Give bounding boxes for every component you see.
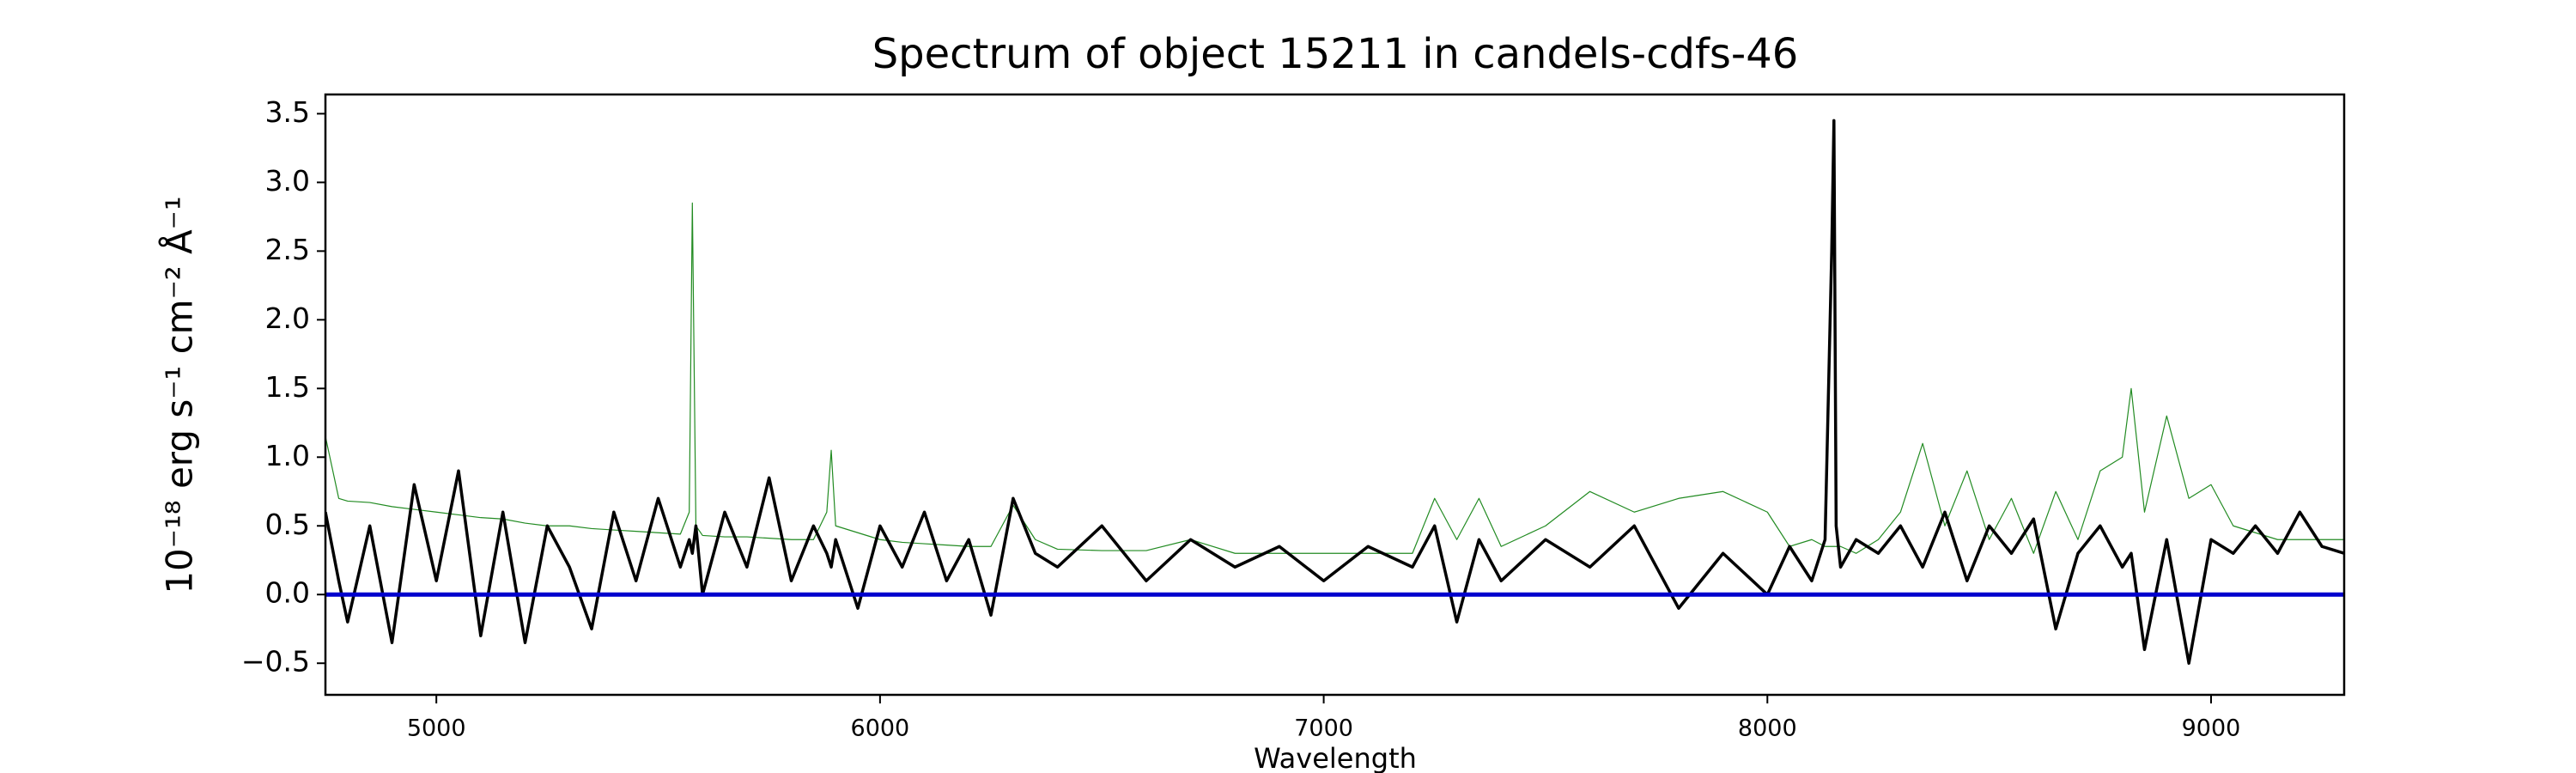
x-tick-label: 7000 [1294, 715, 1353, 742]
y-tick-label: 0.0 [265, 576, 310, 610]
y-tick-label: −0.5 [241, 645, 310, 679]
y-tick-label: 3.5 [265, 95, 310, 129]
spectrum-line [325, 119, 2344, 665]
chart-title: Spectrum of object 15211 in candels-cdfs… [872, 30, 1799, 78]
x-tick-label: 9000 [2182, 715, 2241, 742]
y-axis-label: 10⁻¹⁸ erg s⁻¹ cm⁻² Å⁻¹ [158, 196, 201, 593]
x-tick-label: 8000 [1738, 715, 1797, 742]
x-axis-label: Wavelength [1254, 742, 1417, 773]
y-tick-label: 0.5 [265, 508, 310, 541]
spectrum-line [325, 202, 2344, 554]
x-tick-label: 6000 [851, 715, 910, 742]
y-tick-label: 2.0 [265, 301, 310, 335]
y-tick-label: 1.5 [265, 370, 310, 404]
y-tick-label: 3.0 [265, 164, 310, 198]
x-tick-label: 5000 [407, 715, 466, 742]
y-tick-label: 2.5 [265, 233, 310, 266]
plot-frame [324, 93, 2346, 697]
y-tick-label: 1.0 [265, 439, 310, 472]
